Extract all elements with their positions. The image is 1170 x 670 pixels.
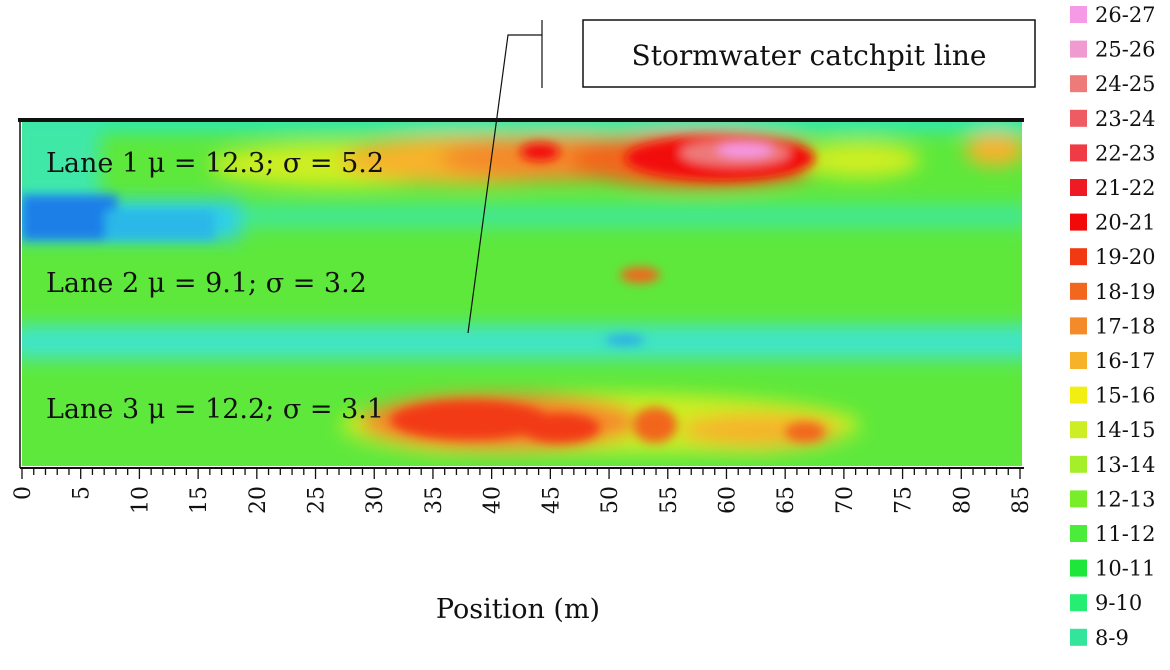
x-tick-label: 70 — [833, 486, 858, 514]
legend-label: 15-16 — [1095, 384, 1156, 408]
legend-swatch — [1070, 628, 1087, 646]
legend-swatch — [1070, 352, 1087, 369]
x-tick-label: 65 — [774, 486, 799, 514]
legend-label: 26-27 — [1095, 3, 1156, 27]
heat-zone — [605, 335, 645, 345]
x-tick-label: 50 — [598, 486, 623, 514]
heatmap-field — [22, 120, 1022, 466]
legend-swatch — [1070, 317, 1087, 335]
x-tick-label: 35 — [422, 486, 447, 514]
legend: 26-27 25-26 24-25 23-24 22-23 21-22 20-21 19-20… — [1070, 3, 1156, 650]
legend-label: 10-11 — [1095, 557, 1156, 581]
heat-zone — [785, 422, 825, 442]
x-tick-label: 60 — [715, 486, 740, 514]
x-tick-label: 45 — [539, 486, 564, 514]
x-tick-label: 15 — [187, 486, 212, 514]
heat-zone — [22, 120, 1022, 132]
heat-zone — [633, 407, 677, 443]
legend-swatch — [1070, 109, 1087, 127]
catchpit-annotation-text: Stormwater catchpit line — [632, 39, 987, 72]
heat-zone — [22, 450, 1022, 466]
legend-label: 19-20 — [1095, 245, 1156, 269]
legend-swatch — [1070, 6, 1087, 23]
x-axis: 0 5 10 15 20 25 30 35 40 45 50 55 60 65 70 75 80 85 — [11, 467, 1034, 514]
x-tick-label: 85 — [1009, 486, 1034, 514]
lane-3-label: Lane 3 μ = 12.2; σ = 3.1 — [46, 394, 384, 425]
legend-swatch — [1070, 594, 1087, 612]
x-tick-label: 80 — [950, 486, 975, 514]
x-tick-label: 40 — [481, 486, 506, 514]
lane-2-label: Lane 2 μ = 9.1; σ = 3.2 — [46, 268, 367, 299]
x-tick-label: 0 — [11, 486, 36, 500]
legend-swatch — [1070, 559, 1087, 577]
x-tick-label: 10 — [128, 486, 153, 514]
x-tick-label: 30 — [363, 486, 388, 514]
heat-zone — [717, 143, 773, 157]
heat-zone — [22, 325, 1022, 359]
legend-swatch — [1070, 179, 1087, 196]
legend-swatch — [1070, 282, 1087, 300]
heat-zone — [965, 134, 1022, 166]
legend-label: 16-17 — [1095, 349, 1156, 373]
x-tick-label: 25 — [305, 486, 330, 514]
legend-label: 20-21 — [1095, 211, 1156, 235]
legend-label: 11-12 — [1095, 522, 1156, 546]
legend-label: 18-19 — [1095, 280, 1156, 304]
heat-zone — [620, 267, 660, 283]
legend-swatch — [1070, 40, 1087, 58]
x-tick-label: 5 — [70, 486, 95, 500]
heat-zone — [390, 400, 550, 440]
legend-label: 21-22 — [1095, 176, 1156, 200]
heat-zone — [520, 143, 560, 161]
x-tick-label: 75 — [892, 486, 917, 514]
legend-label: 8-9 — [1095, 626, 1129, 650]
x-axis-title: Position (m) — [436, 594, 600, 625]
legend-swatch — [1070, 525, 1087, 542]
legend-label: 12-13 — [1095, 487, 1156, 511]
heat-zone — [22, 195, 117, 240]
legend-label: 25-26 — [1095, 38, 1156, 62]
legend-label: 22-23 — [1095, 141, 1156, 165]
heat-zone — [520, 413, 600, 443]
legend-label: 24-25 — [1095, 72, 1156, 96]
catchpit-annotation-box — [582, 19, 1036, 88]
catchpit-annotation: Stormwater catchpit line — [467, 19, 1036, 334]
legend-swatch — [1070, 213, 1087, 231]
legend-label: 14-15 — [1095, 418, 1156, 442]
catchpit-leader-line — [467, 34, 542, 334]
legend-swatch — [1070, 455, 1087, 473]
heat-zone — [800, 142, 920, 178]
heat-zone — [240, 205, 1022, 227]
legend-label: 23-24 — [1095, 107, 1156, 131]
lane-1-label: Lane 1 μ = 12.3; σ = 5.2 — [46, 148, 384, 179]
legend-label: 9-10 — [1095, 591, 1142, 615]
legend-swatch — [1070, 490, 1087, 508]
legend-swatch — [1070, 386, 1087, 404]
heat-zone — [105, 210, 215, 240]
legend-swatch — [1070, 248, 1087, 266]
x-tick-label: 55 — [657, 486, 682, 514]
legend-swatch — [1070, 75, 1087, 93]
heat-zone — [22, 120, 100, 200]
legend-swatch — [1070, 144, 1087, 162]
x-tick-label: 20 — [246, 486, 271, 514]
legend-label: 13-14 — [1095, 453, 1156, 477]
legend-label: 17-18 — [1095, 314, 1156, 338]
legend-swatch — [1070, 421, 1087, 439]
